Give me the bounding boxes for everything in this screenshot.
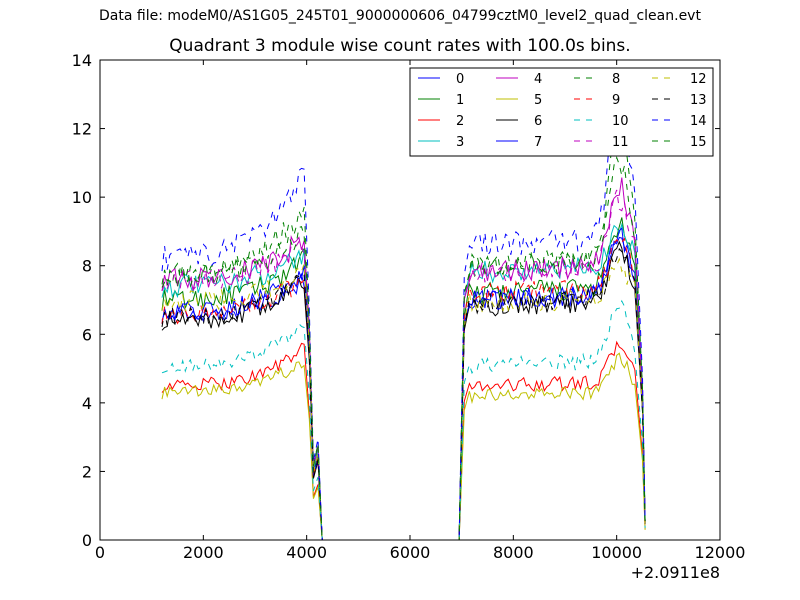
y-tick-label: 14	[72, 51, 92, 70]
series-line-14	[161, 79, 646, 541]
series-line-12	[161, 257, 646, 541]
legend-label-13: 13	[690, 93, 707, 108]
chart-title: Quadrant 3 module wise count rates with …	[169, 36, 631, 56]
legend-label-9: 9	[612, 93, 620, 108]
series-line-11	[161, 189, 646, 541]
legend-label-7: 7	[534, 135, 542, 150]
series-line-3	[161, 222, 646, 541]
legend-label-10: 10	[612, 114, 629, 129]
legend-label-1: 1	[456, 93, 464, 108]
series-line-15	[161, 121, 646, 541]
y-tick-label: 12	[72, 120, 92, 139]
y-tick-label: 2	[82, 462, 92, 481]
y-tick-label: 10	[72, 188, 92, 207]
legend-label-15: 15	[690, 135, 707, 150]
y-tick-label: 6	[82, 325, 92, 344]
legend-label-14: 14	[690, 114, 707, 129]
y-tick-label: 0	[82, 531, 92, 550]
series-line-1	[161, 217, 646, 541]
legend-label-4: 4	[534, 72, 542, 87]
series-line-5	[161, 352, 646, 541]
x-tick-label: 2000	[183, 543, 224, 562]
legend-label-0: 0	[456, 72, 464, 87]
x-tick-label: 8000	[493, 543, 534, 562]
legend-label-6: 6	[534, 114, 542, 129]
series-lines	[161, 79, 646, 541]
legend-box	[409, 67, 714, 157]
series-line-0	[161, 236, 646, 541]
legend-label-11: 11	[612, 135, 629, 150]
series-line-13	[161, 247, 646, 541]
x-tick-label: 6000	[390, 543, 431, 562]
legend-label-12: 12	[690, 72, 707, 87]
series-line-2	[161, 340, 646, 541]
legend-label-2: 2	[456, 114, 464, 129]
legend-label-3: 3	[456, 135, 464, 150]
x-tick-label: 4000	[286, 543, 327, 562]
y-tick-label: 4	[82, 394, 92, 413]
series-line-10	[161, 299, 646, 541]
x-tick-label: 0	[95, 543, 105, 562]
series-line-8	[161, 156, 646, 541]
series-line-6	[161, 240, 646, 541]
x-tick-label: 12000	[695, 543, 746, 562]
figure-suptitle: Data file: modeM0/AS1G05_245T01_90000006…	[99, 8, 701, 24]
legend-label-5: 5	[534, 93, 542, 108]
y-tick-label: 8	[82, 257, 92, 276]
x-axis-offset-label: +2.0911e8	[631, 563, 720, 582]
legend-label-8: 8	[612, 72, 620, 87]
series-line-7	[161, 227, 646, 541]
x-tick-label: 10000	[591, 543, 642, 562]
series-line-9	[161, 237, 646, 541]
